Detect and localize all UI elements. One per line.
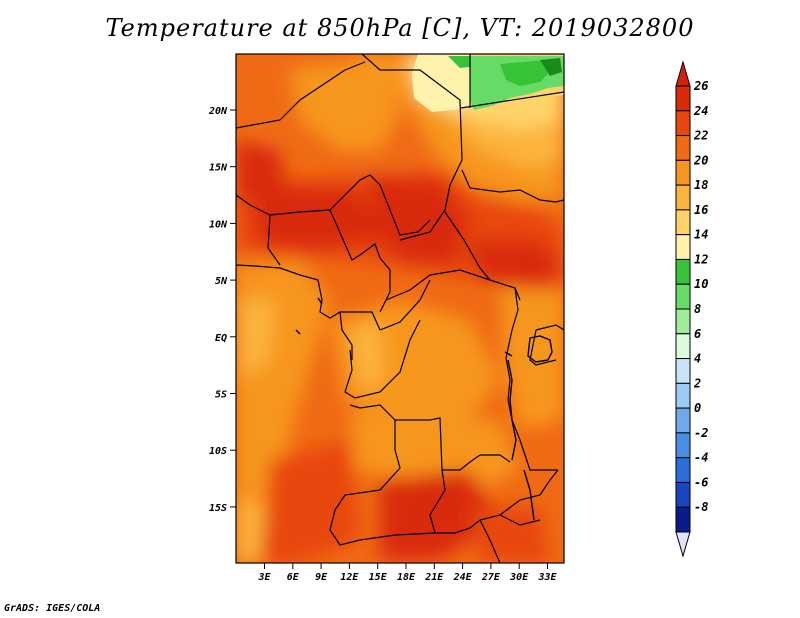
lon-tick-label: 27E [481,572,501,583]
colorbar-label: 22 [693,129,708,143]
map-title: Temperature at 850hPa [C], VT: 201903280… [105,14,695,42]
colorbar-swatch [675,333,691,360]
lon-tick-label: 9E [315,572,328,583]
colorbar-label: 6 [694,327,701,341]
lon-tick-label: 21E [424,572,444,583]
colorbar-label: 8 [694,302,701,316]
colorbar-label: 24 [693,104,708,118]
colorbar-label: 14 [694,228,708,242]
lon-tick-label: 6E [287,572,300,583]
colorbar-swatch [675,258,691,285]
colorbar-label: -8 [694,500,708,514]
colorbar-label: 18 [694,178,708,192]
colorbar-swatch [675,481,691,508]
lon-tick-label: 3E [257,572,271,583]
grads-credit: GrADS: IGES/COLA [4,603,101,614]
lat-tick-label: 10S [209,446,227,457]
colorbar-swatch [675,135,691,161]
lon-tick-label: 30E [509,572,529,583]
colorbar-swatch [675,85,691,112]
lat-tick-label: 15N [209,163,228,174]
colorbar-swatch [675,184,691,211]
lon-tick-label: 33E [537,572,557,583]
lon-tick-label: 15E [369,572,388,583]
temperature-field [236,54,564,563]
colorbar-label: 20 [693,153,708,167]
colorbar-under-arrow [675,531,691,558]
lat-tick-label: EQ [215,333,227,344]
colorbar-label: 0 [694,401,701,415]
lakes [295,297,553,521]
colorbar-swatch [675,382,691,409]
colorbar-swatch [675,283,691,310]
political-boundaries [236,54,564,563]
colorbar-label: 10 [694,277,708,291]
colorbar-label: -2 [694,426,708,440]
colorbar-swatch [675,234,691,260]
colorbar-swatch [675,457,691,483]
colorbar-label: 12 [694,252,708,266]
colorbar-over-arrow [675,60,691,87]
lat-tick-label: 20N [208,106,228,117]
lat-tick-label: 10N [209,219,228,230]
colorbar-swatch [675,209,691,236]
lat-tick-label: 5S [215,390,227,401]
colorbar-label: 2 [693,376,701,390]
lon-tick-label: 18E [397,572,416,583]
lon-tick-label: 12E [340,572,359,583]
colorbar-swatch [675,110,691,137]
lat-tick-label: 15S [209,503,227,514]
map-frame [235,53,565,564]
colorbar-label: 16 [694,203,708,217]
colorbar-label: 26 [693,79,708,93]
colorbar-swatch [675,407,691,434]
colorbar-swatch [675,358,691,384]
colorbar-label: -6 [694,475,708,489]
colorbar-swatch [675,506,691,533]
colorbar-swatch [675,308,691,335]
colorbar-swatch [675,432,691,459]
lat-tick-label: 5N [215,276,228,287]
colorbar-label: -4 [694,451,708,465]
colorbar-swatch [675,159,691,186]
lon-tick-label: 24E [453,572,473,583]
colorbar-label: 4 [694,352,701,366]
